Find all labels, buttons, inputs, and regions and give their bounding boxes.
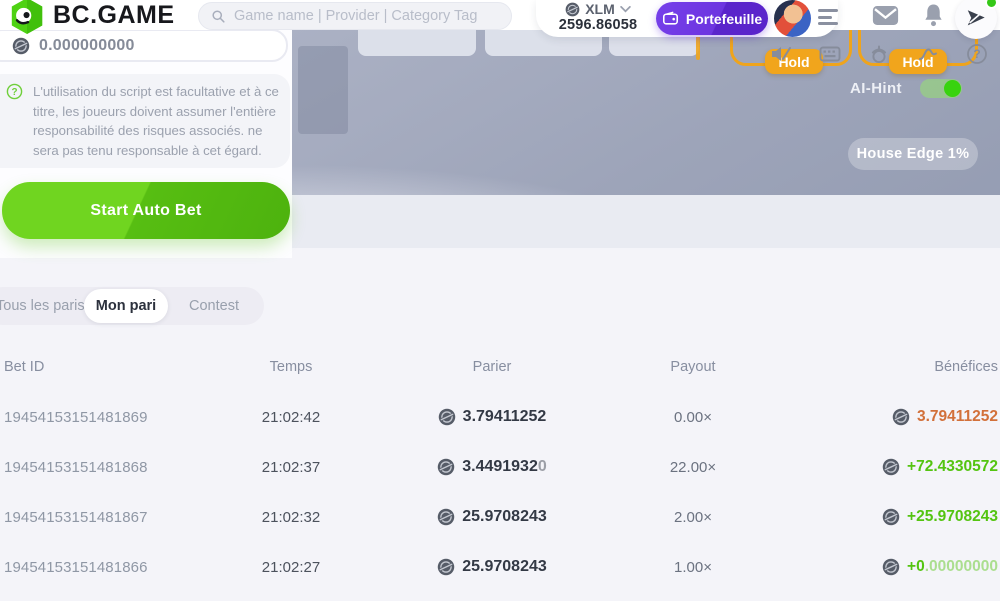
bet-payout: 1.00× [674,558,712,576]
xlm-coin-icon [882,508,900,526]
bet-amount: 25.9708243 [462,558,547,576]
xlm-coin-icon [565,2,580,17]
bet-payout: 2.00× [674,508,712,526]
brand-title[interactable]: BC.GAME [53,1,175,29]
xlm-coin-icon [437,508,455,526]
top-header: BC.GAME XLM 2596.86058 [0,0,1000,39]
currency-selector[interactable]: XLM 2596.86058 [544,1,652,33]
avatar[interactable] [774,0,811,37]
table-row[interactable]: 19454153151481866 21:02:27 25.9708243 1.… [0,542,1000,592]
game-table-shadow [298,46,348,134]
bets-table-header: Bet ID Temps Parier Payout Bénéfices [0,356,1000,378]
svg-text:?: ? [973,47,980,61]
col-profit: Bénéfices [934,359,998,375]
send-flag-icon [967,10,985,26]
table-row[interactable]: 19454153151481869 21:02:42 3.79411252 0.… [0,392,1000,442]
bet-time: 21:02:42 [261,408,321,426]
table-row[interactable]: 19454153151481867 21:02:32 25.9708243 2.… [0,492,1000,542]
mail-icon[interactable] [872,5,899,26]
notification-bell-icon[interactable] [922,3,945,28]
search-input[interactable] [234,8,499,24]
table-row[interactable]: 19454153151481868 21:02:37 3.44919320 22… [0,442,1000,492]
game-canvas: Hold Hold AI-Hint House Edge 1% ? [292,28,1000,248]
bet-time: 21:02:37 [261,458,321,476]
chevron-down-icon [620,5,631,12]
bet-panel: 0.000000000 ? L'utilisation du script es… [0,0,292,258]
bets-tab-bar: Tous les paris Mon pari Contest [0,287,264,325]
svg-text:?: ? [11,87,17,98]
bet-amount: 3.79411252 [462,408,547,426]
col-bet-id: Bet ID [4,359,45,375]
bet-payout: 22.00× [669,458,717,476]
xlm-coin-icon [892,408,910,426]
house-edge-badge: House Edge 1% [848,138,978,170]
account-cluster: XLM 2596.86058 Portefeuille [536,0,838,37]
tab-my-bets[interactable]: Mon pari [84,289,168,323]
xlm-coin-icon [437,558,455,576]
xlm-coin-icon [12,37,30,55]
toggle-knob [944,80,961,97]
search-bar[interactable] [198,2,512,30]
bet-id: 19454153151481866 [4,558,148,576]
bet-payout: 0.00× [674,408,712,426]
sound-muted-icon[interactable] [769,42,793,66]
help-icon[interactable]: ? [965,42,989,66]
wallet-button[interactable]: Portefeuille [656,2,768,35]
bet-time: 21:02:32 [261,508,321,526]
ai-hint-label: AI-Hint [850,80,902,97]
account-menu-icon[interactable] [818,9,838,27]
bet-id: 19454153151481868 [4,458,148,476]
wallet-button-label: Portefeuille [685,10,763,27]
bet-amount-field[interactable]: 0.000000000 [0,29,288,62]
xlm-coin-icon [882,558,900,576]
xlm-coin-icon [437,458,455,476]
game-toolbar [292,195,1000,248]
bet-amount: 3.44919320 [462,458,547,476]
fairness-seed-icon[interactable] [867,42,891,66]
bcgame-logo-icon[interactable] [8,0,46,35]
chat-send-button[interactable] [955,0,998,39]
xlm-coin-icon [438,408,456,426]
balance-value: 2596.86058 [558,17,638,33]
hotkeys-keyboard-icon[interactable] [818,42,842,66]
hold-button-left[interactable]: Hold [765,49,823,74]
script-disclaimer-card: ? L'utilisation du script est facultativ… [0,74,290,168]
trends-curve-icon[interactable] [916,42,940,66]
bet-profit: 3.79411252 [916,408,998,426]
currency-code: XLM [585,1,615,17]
bet-profit: +25.9708243 [907,508,998,526]
bet-profit: +72.4330572 [907,458,998,476]
disclaimer-text: L'utilisation du script est facultative … [33,84,279,158]
bet-amount: 25.9708243 [462,508,547,526]
search-icon [212,9,225,23]
col-bet: Parier [472,359,512,375]
xlm-coin-icon [882,458,900,476]
tab-all-bets[interactable]: Tous les paris [0,298,85,314]
bet-id: 19454153151481869 [4,408,148,426]
col-payout: Payout [670,359,716,375]
wallet-icon [662,11,678,25]
bet-time: 21:02:27 [261,558,321,576]
start-auto-bet-button[interactable]: Start Auto Bet [2,182,290,239]
game-card-tile [358,28,476,56]
bet-id: 19454153151481867 [4,508,148,526]
notification-dot [985,0,998,9]
bet-amount-value: 0.000000000 [39,36,135,54]
col-time: Temps [269,359,313,375]
ai-hint-toggle[interactable] [920,79,962,98]
card-outline-edge [696,34,700,60]
question-icon: ? [6,83,23,100]
bet-profit: +0.00000000 [907,558,998,576]
tab-contest[interactable]: Contest [189,298,239,314]
hold-button-right[interactable]: Hold [889,49,947,74]
